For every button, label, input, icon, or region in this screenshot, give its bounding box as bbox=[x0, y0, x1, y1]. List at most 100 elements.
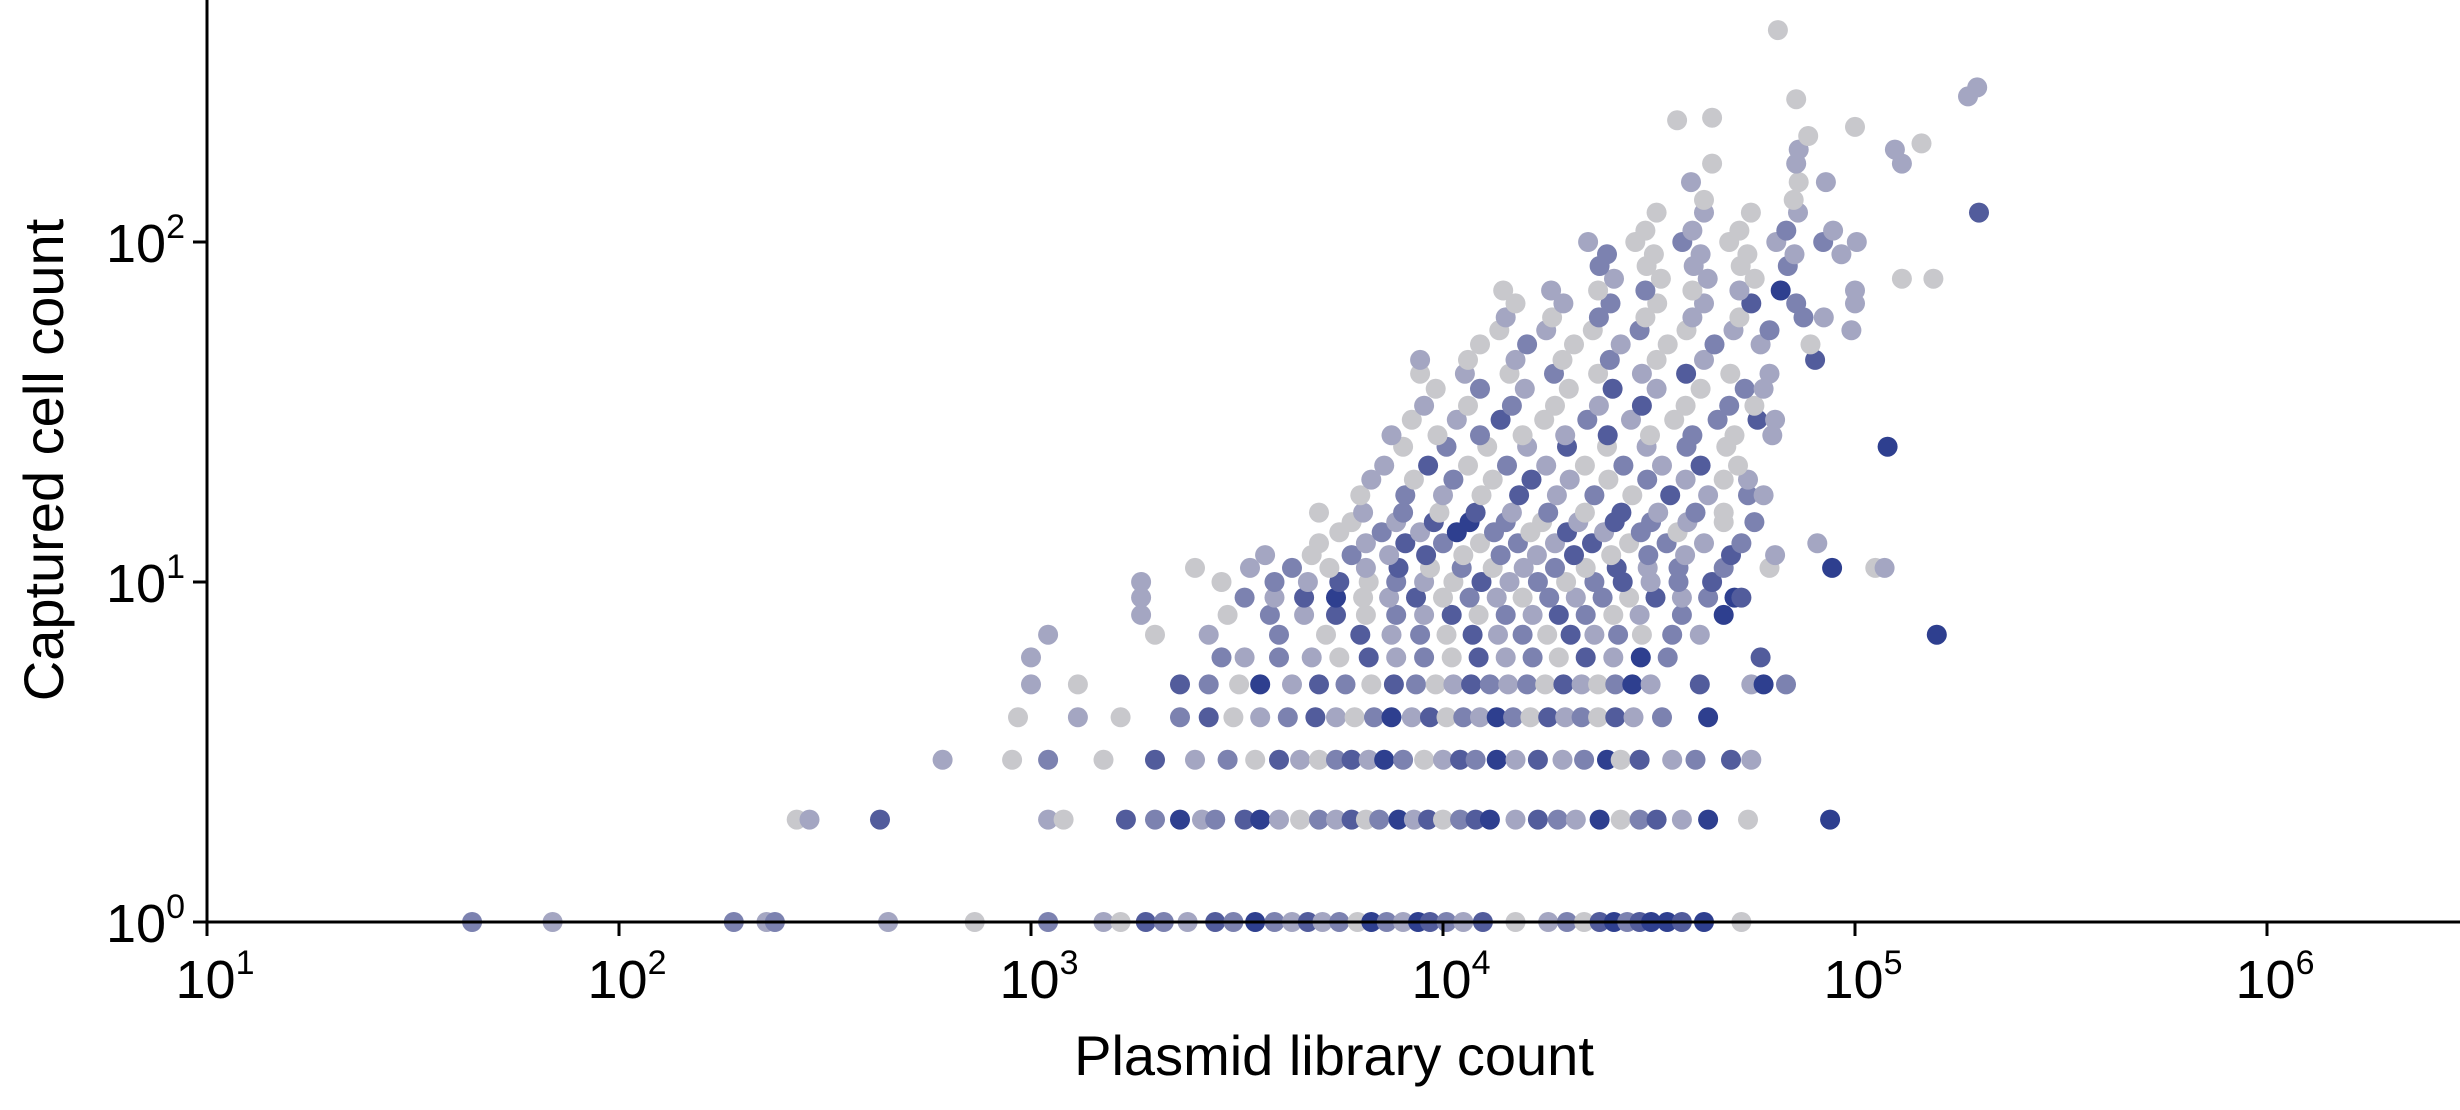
data-point bbox=[1770, 280, 1791, 301]
data-point bbox=[1694, 533, 1714, 554]
data-point bbox=[1329, 572, 1350, 592]
data-point bbox=[799, 809, 820, 830]
data-point bbox=[1269, 647, 1289, 668]
data-point bbox=[1326, 707, 1346, 728]
data-point bbox=[1689, 624, 1710, 645]
data-point bbox=[1647, 293, 1668, 314]
data-point bbox=[1355, 604, 1376, 625]
data-point bbox=[1277, 707, 1298, 728]
data-point bbox=[1486, 707, 1507, 728]
data-point bbox=[1538, 502, 1559, 523]
data-point bbox=[1731, 587, 1752, 608]
data-point bbox=[1657, 647, 1678, 668]
data-point bbox=[1393, 502, 1414, 523]
data-point bbox=[1753, 378, 1774, 399]
data-point bbox=[1470, 707, 1490, 728]
data-point bbox=[1734, 378, 1755, 399]
data-point bbox=[1406, 674, 1426, 695]
data-point bbox=[1067, 707, 1088, 728]
data-point bbox=[1053, 809, 1074, 830]
data-point bbox=[1667, 110, 1688, 131]
data-point bbox=[1205, 809, 1226, 830]
data-point bbox=[1820, 809, 1841, 830]
data-point bbox=[1874, 557, 1895, 578]
data-point bbox=[1479, 674, 1500, 695]
data-point bbox=[1553, 293, 1574, 314]
data-point bbox=[1631, 395, 1652, 416]
data-point bbox=[1374, 749, 1395, 770]
data-point bbox=[1497, 455, 1517, 476]
data-point bbox=[1021, 674, 1041, 695]
data-point bbox=[1622, 485, 1643, 506]
data-point bbox=[1744, 268, 1765, 289]
data-point bbox=[1648, 502, 1669, 523]
data-point bbox=[1361, 674, 1382, 695]
data-point bbox=[1675, 469, 1696, 490]
data-point bbox=[1657, 334, 1678, 355]
data-point bbox=[1344, 707, 1365, 728]
data-point bbox=[1217, 604, 1238, 625]
data-point bbox=[1131, 604, 1152, 625]
data-point bbox=[1416, 545, 1437, 566]
data-point bbox=[1553, 674, 1574, 695]
data-point bbox=[1610, 749, 1631, 770]
data-point bbox=[1589, 809, 1610, 830]
data-point bbox=[1329, 647, 1350, 668]
data-point bbox=[1410, 522, 1431, 543]
data-point bbox=[1574, 455, 1595, 476]
data-point bbox=[1131, 587, 1152, 608]
x-tick-label: 105 bbox=[1824, 944, 1903, 1010]
data-point bbox=[1694, 293, 1714, 314]
data-point bbox=[1675, 545, 1696, 566]
data-point bbox=[1664, 409, 1685, 430]
data-point bbox=[1560, 624, 1581, 645]
data-point bbox=[1441, 647, 1462, 668]
data-point bbox=[1131, 572, 1152, 592]
data-point bbox=[1250, 809, 1271, 830]
data-point bbox=[1282, 557, 1302, 578]
data-point bbox=[1309, 502, 1329, 523]
data-point bbox=[1433, 809, 1453, 830]
data-point bbox=[1690, 378, 1711, 399]
data-point bbox=[1350, 624, 1371, 645]
data-point bbox=[1608, 624, 1629, 645]
data-point bbox=[1584, 624, 1605, 645]
data-point bbox=[1110, 707, 1131, 728]
data-point bbox=[1740, 202, 1761, 223]
data-point bbox=[1401, 707, 1422, 728]
data-point bbox=[1555, 425, 1576, 446]
data-point bbox=[1418, 455, 1439, 476]
data-point bbox=[1662, 749, 1683, 770]
data-point bbox=[1629, 809, 1650, 830]
data-point bbox=[1450, 749, 1471, 770]
data-point bbox=[1410, 624, 1431, 645]
data-point bbox=[1729, 280, 1750, 301]
data-point bbox=[1542, 307, 1563, 328]
data-point bbox=[1443, 469, 1464, 490]
data-point bbox=[1512, 624, 1533, 645]
data-point bbox=[1635, 220, 1656, 241]
data-point bbox=[1381, 624, 1402, 645]
data-point bbox=[1559, 469, 1580, 490]
data-point bbox=[1623, 707, 1644, 728]
data-point bbox=[1038, 624, 1059, 645]
data-point bbox=[1685, 502, 1706, 523]
data-point bbox=[1762, 425, 1783, 446]
data-point bbox=[1753, 485, 1774, 506]
data-point bbox=[1744, 512, 1765, 533]
data-point bbox=[1702, 107, 1723, 128]
data-point bbox=[1652, 455, 1672, 476]
data-point bbox=[1635, 280, 1656, 301]
data-point bbox=[1731, 533, 1752, 554]
data-point bbox=[1578, 232, 1599, 252]
data-point bbox=[1512, 587, 1533, 608]
data-point bbox=[1545, 557, 1565, 578]
data-point bbox=[1305, 707, 1326, 728]
data-point bbox=[1767, 20, 1788, 41]
data-point bbox=[1386, 604, 1407, 625]
data-point bbox=[1486, 749, 1507, 770]
data-point bbox=[1433, 533, 1453, 554]
data-point bbox=[1635, 307, 1656, 328]
data-point bbox=[1282, 674, 1302, 695]
data-point bbox=[1093, 749, 1114, 770]
